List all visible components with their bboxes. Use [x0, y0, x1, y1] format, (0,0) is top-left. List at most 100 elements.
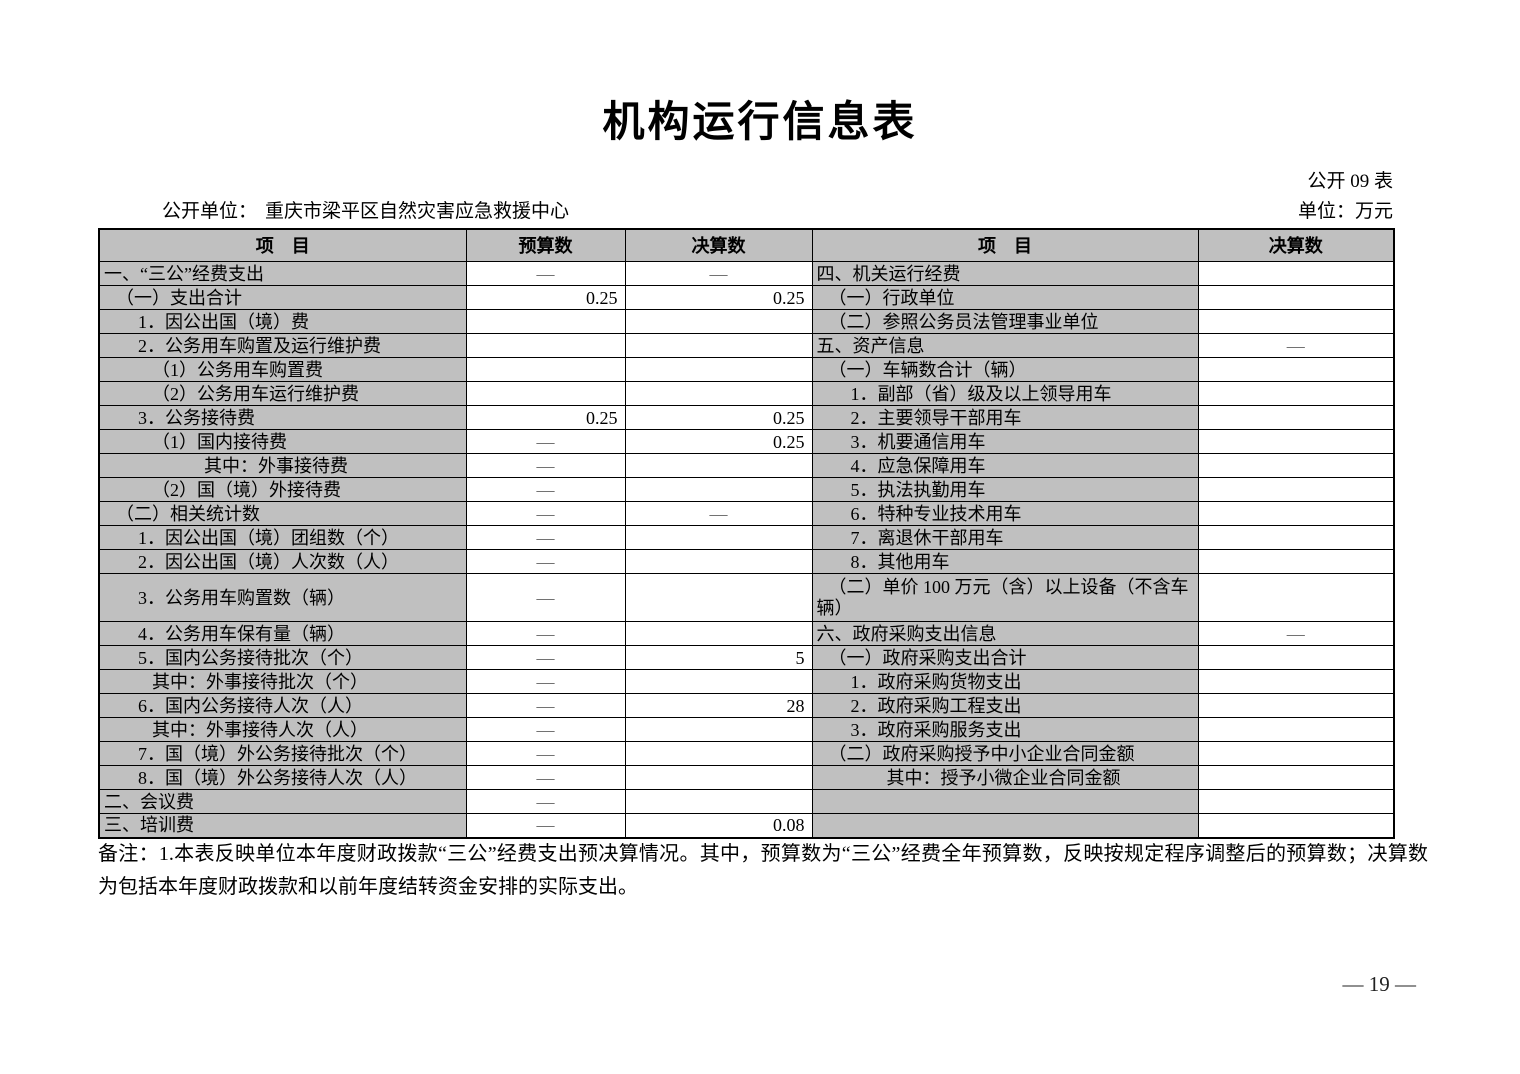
- final-value-right: [1197, 477, 1395, 502]
- final-value-left: [624, 573, 813, 622]
- table-row: 二、会议费 —: [98, 789, 1395, 814]
- final-value-right: [1197, 813, 1395, 838]
- row-label-right: 8．其他用车: [811, 549, 1199, 574]
- budget-value: —: [465, 669, 626, 694]
- budget-value: —: [465, 741, 626, 766]
- meta-line: 公开单位： 重庆市梁平区自然灾害应急救援中心 单位：万元: [98, 199, 1393, 224]
- row-label-left: 2．因公出国（境）人次数（人）: [98, 549, 467, 574]
- row-label-right: 6．特种专业技术用车: [811, 501, 1199, 526]
- row-label-right: 其中：授予小微企业合同金额: [811, 765, 1199, 790]
- table-row: （一）支出合计 0.25 0.25 （一）行政单位: [98, 285, 1395, 310]
- row-label-left: 7．国（境）外公务接待批次（个）: [98, 741, 467, 766]
- table-number: 公开 09 表: [1307, 171, 1393, 192]
- final-value-right: [1197, 405, 1395, 430]
- row-label-left: （1）国内接待费: [98, 429, 467, 454]
- final-value-left: [624, 357, 813, 382]
- final-value-right: [1197, 453, 1395, 478]
- table-row: 1．因公出国（境）团组数（个） — 7．离退休干部用车: [98, 525, 1395, 550]
- row-label-right: 五、资产信息: [811, 333, 1199, 358]
- budget-value: —: [465, 261, 626, 286]
- table-row: 其中：外事接待人次（人） — 3．政府采购服务支出: [98, 717, 1395, 742]
- final-value-right: [1197, 261, 1395, 286]
- row-label-left: （2）国（境）外接待费: [98, 477, 467, 502]
- row-label-left: 3．公务用车购置数（辆）: [98, 573, 467, 622]
- row-label-left: 三、培训费: [98, 813, 467, 838]
- budget-value: [465, 309, 626, 334]
- row-label-left: 2．公务用车购置及运行维护费: [98, 333, 467, 358]
- row-label-right: 7．离退休干部用车: [811, 525, 1199, 550]
- final-value-left: —: [624, 501, 813, 526]
- row-label-left: （二）相关统计数: [98, 501, 467, 526]
- final-value-left: 0.25: [624, 405, 813, 430]
- budget-value: —: [465, 789, 626, 814]
- row-label-left: 二、会议费: [98, 789, 467, 814]
- row-label-left: 其中：外事接待批次（个）: [98, 669, 467, 694]
- final-value-right: [1197, 573, 1395, 622]
- page-number: — 19 —: [1342, 972, 1417, 996]
- row-label-left: 5．国内公务接待批次（个）: [98, 645, 467, 670]
- table-row: 一、“三公”经费支出 — — 四、机关运行经费: [98, 261, 1395, 286]
- final-value-left: [624, 333, 813, 358]
- table-row: 1．因公出国（境）费 （二）参照公务员法管理事业单位: [98, 309, 1395, 334]
- table-row: 4．公务用车保有量（辆） — 六、政府采购支出信息 —: [98, 621, 1395, 646]
- final-value-left: —: [624, 261, 813, 286]
- row-label-right: （一）政府采购支出合计: [811, 645, 1199, 670]
- final-value-left: [624, 717, 813, 742]
- row-label-right: 5．执法执勤用车: [811, 477, 1199, 502]
- row-label-left: （一）支出合计: [98, 285, 467, 310]
- final-value-left: [624, 549, 813, 574]
- row-label-left: 其中：外事接待人次（人）: [98, 717, 467, 742]
- budget-value: —: [465, 429, 626, 454]
- final-value-right: [1197, 501, 1395, 526]
- header-item-left: 项 目: [98, 228, 467, 262]
- final-value-right: [1197, 357, 1395, 382]
- final-value-right: [1197, 285, 1395, 310]
- final-value-left: [624, 453, 813, 478]
- final-value-left: 28: [624, 693, 813, 718]
- row-label-right: 4．应急保障用车: [811, 453, 1199, 478]
- row-label-right: 1．政府采购货物支出: [811, 669, 1199, 694]
- table-row: （2）国（境）外接待费 — 5．执法执勤用车: [98, 477, 1395, 502]
- budget-value: 0.25: [465, 285, 626, 310]
- table-row: （2）公务用车运行维护费 1．副部（省）级及以上领导用车: [98, 381, 1395, 406]
- budget-value: —: [465, 693, 626, 718]
- final-value-left: [624, 477, 813, 502]
- final-value-right: —: [1197, 333, 1395, 358]
- budget-value: —: [465, 765, 626, 790]
- table-row: 其中：外事接待批次（个） — 1．政府采购货物支出: [98, 669, 1395, 694]
- final-value-right: —: [1197, 621, 1395, 646]
- final-value-right: [1197, 309, 1395, 334]
- final-value-left: 5: [624, 645, 813, 670]
- row-label-right: [811, 813, 1199, 838]
- table-row: （1）公务用车购置费 （一）车辆数合计（辆）: [98, 357, 1395, 382]
- row-label-right: 2．主要领导干部用车: [811, 405, 1199, 430]
- table-row: 6．国内公务接待人次（人） —28 2．政府采购工程支出: [98, 693, 1395, 718]
- table-row: 3．公务接待费 0.25 0.25 2．主要领导干部用车: [98, 405, 1395, 430]
- row-label-right: 3．政府采购服务支出: [811, 717, 1199, 742]
- budget-value: —: [465, 573, 626, 622]
- budget-value: —: [465, 501, 626, 526]
- final-value-right: [1197, 741, 1395, 766]
- row-label-left: （2）公务用车运行维护费: [98, 381, 467, 406]
- budget-value: —: [465, 813, 626, 838]
- budget-value: —: [465, 621, 626, 646]
- currency-unit: 单位：万元: [1297, 201, 1393, 222]
- table-row: 5．国内公务接待批次（个） —5 （一）政府采购支出合计: [98, 645, 1395, 670]
- row-label-left: 8．国（境）外公务接待人次（人）: [98, 765, 467, 790]
- final-value-right: [1197, 549, 1395, 574]
- row-label-left: 一、“三公”经费支出: [98, 261, 467, 286]
- remark-text: 备注：1.本表反映单位本年度财政拨款“三公”经费支出预决算情况。其中，预算数为“…: [98, 843, 1428, 898]
- table-row: 8．国（境）外公务接待人次（人） — 其中：授予小微企业合同金额: [98, 765, 1395, 790]
- final-value-left: [624, 765, 813, 790]
- final-value-left: 0.08: [624, 813, 813, 838]
- row-label-left: （1）公务用车购置费: [98, 357, 467, 382]
- row-label-right: （二）单价 100 万元（含）以上设备（不含车辆）: [811, 573, 1199, 622]
- final-value-right: [1197, 429, 1395, 454]
- header-item-right: 项 目: [811, 228, 1199, 262]
- final-value-left: 0.25: [624, 285, 813, 310]
- final-value-left: [624, 525, 813, 550]
- page-title: 机构运行信息表: [602, 100, 918, 146]
- table-row: （二）相关统计数 — —6．特种专业技术用车: [98, 501, 1395, 526]
- row-label-right: （一）行政单位: [811, 285, 1199, 310]
